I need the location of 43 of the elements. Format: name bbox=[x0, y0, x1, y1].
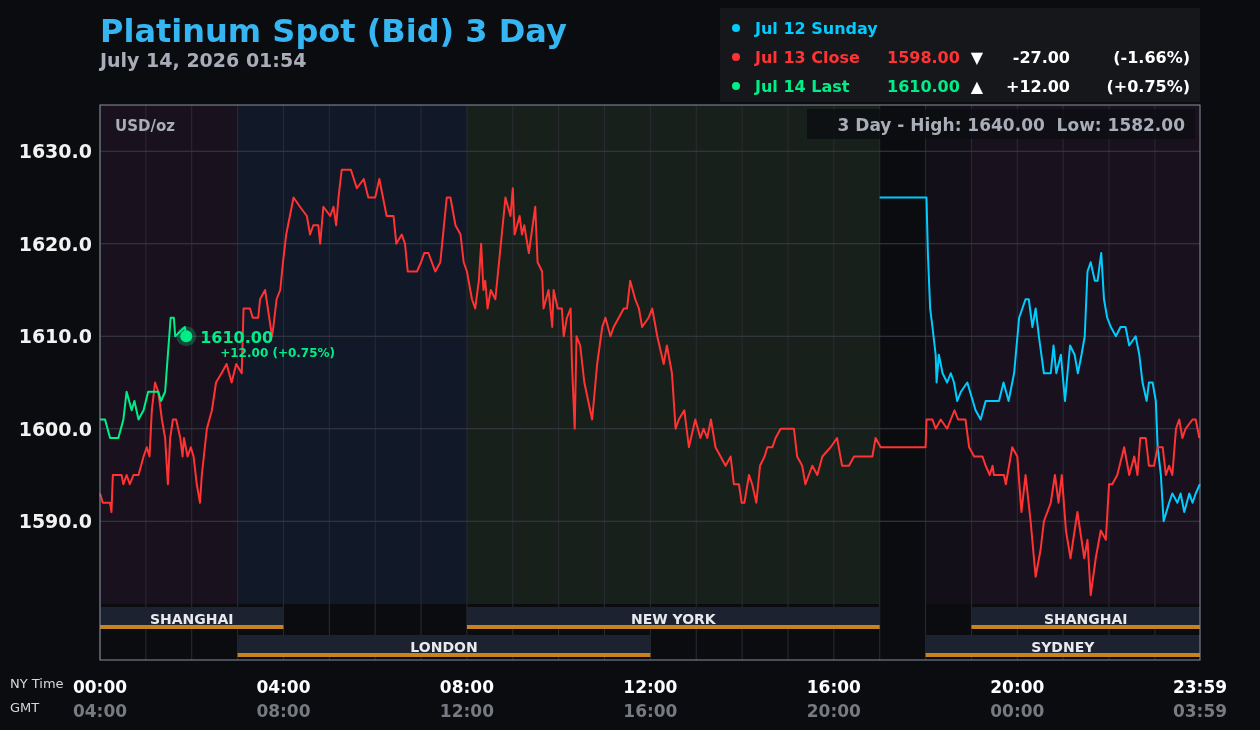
text: 1598.00 bbox=[887, 48, 960, 67]
band-label: SYDNEY bbox=[1031, 639, 1096, 655]
x-tick-label: 12:00 bbox=[623, 677, 678, 697]
x2-tick-label: 08:00 bbox=[256, 701, 311, 721]
x-tick-label: 00:00 bbox=[72, 677, 128, 697]
x-tick-label: 16:00 bbox=[806, 677, 862, 697]
text: +12.00 bbox=[1005, 77, 1070, 96]
text: ▲ bbox=[970, 77, 984, 96]
band-label: NEW YORK bbox=[630, 611, 717, 627]
chart-title: Platinum Spot (Bid) 3 Day bbox=[100, 12, 567, 50]
x2-tick-label: 00:00 bbox=[990, 701, 1045, 721]
y-tick-label: 1600.0 bbox=[18, 417, 92, 440]
x2-tick-label: 20:00 bbox=[806, 701, 862, 721]
x2-tick-label: 04:00 bbox=[72, 701, 128, 721]
x-tick-label: 23:59 bbox=[1172, 677, 1228, 697]
annotation: 3 Day - High: 1640.00 Low: 1582.00 bbox=[837, 115, 1186, 135]
x2-tick-label: 16:00 bbox=[623, 701, 678, 721]
line-series bbox=[99, 168, 1201, 597]
text: (+0.75%) bbox=[1106, 77, 1190, 96]
legend-label: Jul 12 Sunday bbox=[754, 19, 879, 38]
line-series bbox=[878, 196, 1201, 523]
x2-tick-label: 03:59 bbox=[1172, 701, 1228, 721]
annotation: USD/oz bbox=[115, 117, 176, 135]
y-tick-label: 1630.0 bbox=[18, 140, 92, 163]
legend-label: Jul 14 Last bbox=[754, 77, 850, 96]
text: (-1.66%) bbox=[1113, 48, 1190, 67]
y-tick-label: 1610.0 bbox=[18, 325, 92, 348]
x-tick-label: 04:00 bbox=[256, 677, 311, 697]
band-label: SHANGHAI bbox=[149, 611, 234, 627]
chart-subtitle: July 14, 2026 01:54 bbox=[98, 49, 307, 71]
legend-label: Jul 13 Close bbox=[754, 48, 860, 67]
text: ▼ bbox=[970, 48, 984, 67]
band-label: LONDON bbox=[410, 639, 478, 655]
x2-axis-title: GMT bbox=[10, 700, 40, 715]
band-label: SHANGHAI bbox=[1043, 611, 1128, 627]
y-tick-label: 1590.0 bbox=[18, 510, 92, 533]
x-tick-label: 08:00 bbox=[439, 677, 495, 697]
x-tick-label: 20:00 bbox=[990, 677, 1045, 697]
y-tick-label: 1620.0 bbox=[18, 232, 92, 255]
x2-tick-label: 12:00 bbox=[439, 701, 495, 721]
text: 1610.00 bbox=[887, 77, 960, 96]
x-axis-title: NY Time bbox=[10, 676, 64, 691]
text: -27.00 bbox=[1012, 48, 1070, 67]
